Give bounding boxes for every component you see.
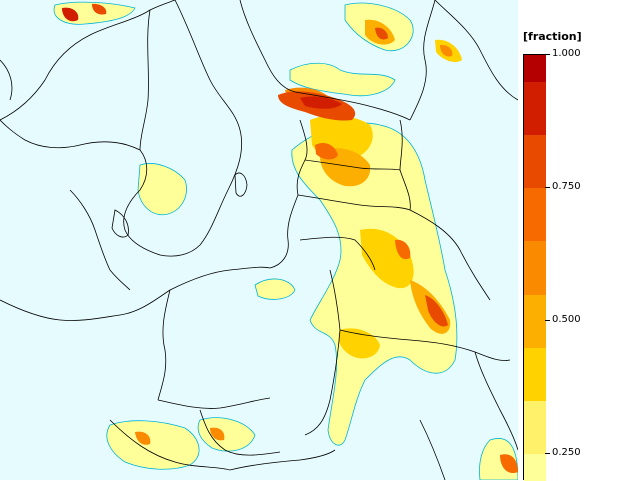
border-russia-north xyxy=(434,0,518,101)
colorbar-segment xyxy=(524,294,546,348)
map-svg xyxy=(0,0,518,480)
coast-norway-south xyxy=(0,119,141,151)
field-low-baltic-east xyxy=(291,122,458,446)
field-high-gulf-core xyxy=(300,96,342,109)
border-norway-sweden xyxy=(139,9,151,151)
border-ukraine-east xyxy=(474,351,518,451)
border-poland-germany xyxy=(157,289,171,401)
coast-norway-sweden xyxy=(0,0,176,121)
field-high-karelia xyxy=(440,44,453,57)
legend: [fraction] 1.000 0.750 0.500 0.250 xyxy=(518,0,640,481)
border-slovakia-hungary xyxy=(229,449,336,471)
field-high-norway-1 xyxy=(62,7,79,22)
border-poland-ukraine xyxy=(304,329,341,436)
colorbar-segment xyxy=(524,401,546,455)
colorbar-segment xyxy=(524,81,546,135)
field-low-finland xyxy=(289,62,396,97)
border-latvia-lithuania xyxy=(297,194,411,211)
borders xyxy=(0,0,518,480)
colorbar-tick-label: 1.000 xyxy=(552,48,581,59)
field-low-czech xyxy=(106,420,200,470)
coast-finland-south xyxy=(294,91,411,121)
field-high-belarus-2 xyxy=(425,295,448,327)
field-high-belarus-1 xyxy=(395,239,411,260)
colorbar-tick-label: 0.250 xyxy=(552,447,581,459)
border-baltics-russia xyxy=(399,119,411,211)
colorbar-segment xyxy=(524,134,546,189)
border-poland-czech xyxy=(157,397,271,409)
field-low-poland-north xyxy=(254,278,296,300)
field-high-slovakia xyxy=(210,427,225,441)
colorbar-segment xyxy=(524,55,546,82)
coast-north-west xyxy=(0,59,13,101)
coast-gotland xyxy=(234,172,248,197)
legend-unit-label: [fraction] xyxy=(523,30,582,43)
coast-denmark xyxy=(69,189,131,291)
coast-sweden-south xyxy=(123,149,161,256)
field-high-se-corner xyxy=(500,454,518,474)
colorbar-segment xyxy=(524,347,546,402)
colorbar-segment xyxy=(524,454,546,481)
coast-denmark-islands xyxy=(111,209,129,238)
colorbar xyxy=(523,54,546,481)
field-high-czech xyxy=(135,431,151,445)
border-moldova xyxy=(419,419,446,480)
colorbar-tick xyxy=(545,320,550,322)
coast-sweden-east xyxy=(159,0,243,257)
border-czech-south xyxy=(109,419,231,471)
border-poland-belarus xyxy=(329,269,341,331)
field-high-norway-2 xyxy=(92,3,107,15)
colorbar-tick xyxy=(545,187,550,189)
field-low-slovakia xyxy=(197,417,256,452)
colorbar-tick xyxy=(545,453,550,455)
border-czech-slovakia xyxy=(199,409,281,456)
border-germany-west xyxy=(0,289,171,321)
border-belarus-ukraine xyxy=(339,329,511,361)
coast-finland-west xyxy=(239,0,296,93)
border-lithuania-belarus xyxy=(299,236,376,271)
colorbar-segment xyxy=(524,241,546,295)
coast-poland xyxy=(169,266,271,291)
coast-baltic-east xyxy=(269,194,299,269)
colorbar-tick-label: 0.750 xyxy=(552,181,581,193)
border-estonia-latvia xyxy=(304,159,401,171)
fraction-field xyxy=(53,1,518,480)
colorbar-tick-label: 0.500 xyxy=(552,314,581,326)
border-finland-russia xyxy=(409,0,436,121)
map-panel xyxy=(0,0,518,480)
field-low-sweden xyxy=(137,163,187,216)
field-high-estonia-west xyxy=(315,143,338,160)
colorbar-tick xyxy=(545,54,550,55)
colorbar-segment xyxy=(524,188,546,242)
field-high-north-1 xyxy=(375,27,388,40)
border-belarus-russia xyxy=(409,209,491,301)
